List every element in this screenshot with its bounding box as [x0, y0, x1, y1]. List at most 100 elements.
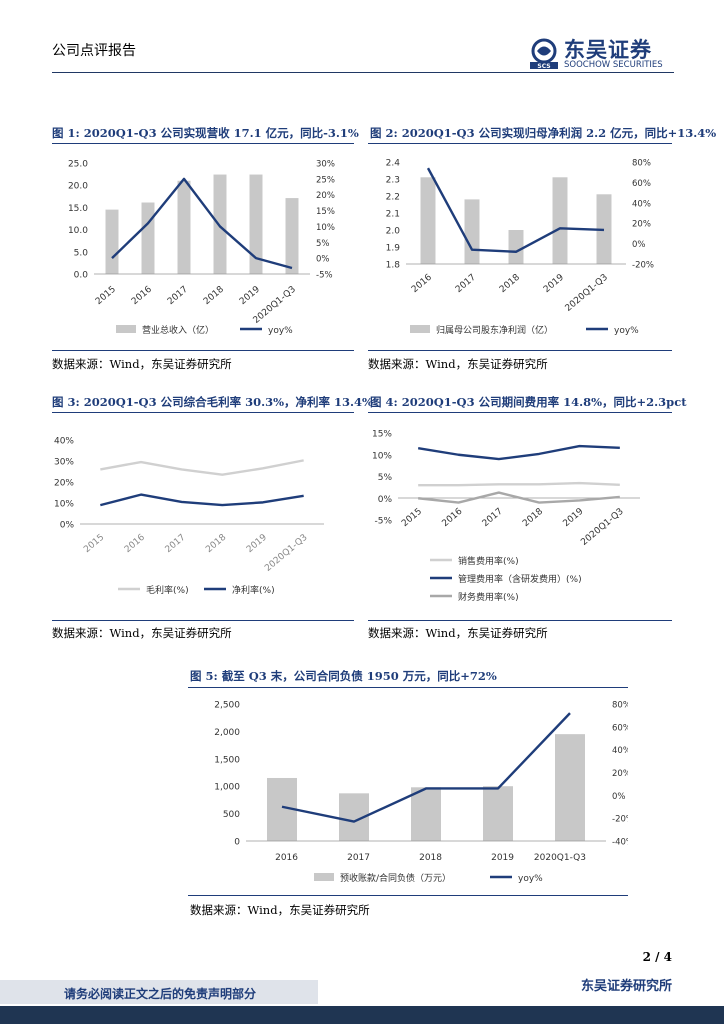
logo-mark-icon: SCS: [530, 38, 558, 70]
x-tick-label: 2018: [202, 284, 226, 307]
bar: [213, 174, 227, 274]
figure-5-chart: 2,500 2,000 1,500 1,000 500 0 80% 60% 40% 20% 0% -2…: [214, 701, 628, 885]
left-tick-label: 2.1: [386, 210, 400, 220]
figure-3-chart: 40% 30% 20% 10% 0% 2015 2016 2017 2018 20192020Q1…: [54, 437, 324, 596]
yoy-line: [111, 177, 293, 270]
left-tick-label: 2.4: [386, 159, 401, 169]
figure-4-chart: 15% 10% 5% 0% -5% 2015 2016 2017 2018 20192020Q1-…: [372, 430, 640, 603]
x-tick-label: 2017: [481, 507, 505, 529]
left-tick-label: 1.8: [386, 261, 401, 271]
legend-swatch-bar: [410, 325, 430, 333]
right-tick-label: -40%: [612, 838, 628, 848]
figure-2-rule: [368, 143, 672, 144]
left-tick-label: 500: [223, 810, 240, 820]
bar: [508, 230, 524, 264]
figure-5-rule: [188, 687, 628, 688]
bar: [420, 177, 436, 264]
x-tick-label: 2020Q1-Q3: [564, 273, 610, 314]
figure-2-chart: 2.4 2.3 2.2 2.1 2.0 1.9 1.8 80% 60% 40% 20% 0% -20% 2…: [386, 159, 654, 337]
left-tick-label: 2.2: [386, 193, 400, 203]
left-tick-label: 2.0: [386, 227, 401, 237]
x-tick-label: 2016: [130, 284, 154, 307]
legend-label: 净利率(%): [232, 584, 275, 596]
right-tick-label: 20%: [632, 220, 651, 230]
logo-english-name: SOOCHOW SECURITIES: [564, 60, 663, 70]
x-tick-label: 2016: [123, 532, 147, 555]
figure-4-title: 图 4: 2020Q1-Q3 公司期间费用率 14.8%，同比+2.3pct: [370, 395, 687, 409]
logo-chinese-name: 东吴证券: [564, 38, 652, 62]
x-tick-label: 2015: [82, 533, 106, 555]
legend-label: 管理费用率（含研发费用）(%): [458, 573, 582, 585]
figure-4-rule: [368, 412, 672, 413]
left-tick-label: 1,000: [214, 783, 240, 793]
legend-label: 毛利率(%): [146, 584, 189, 596]
figure-5-source: 数据来源：Wind，东吴证券研究所: [190, 903, 370, 917]
left-tick-label: 10.0: [68, 226, 88, 236]
logo: SCS 东吴证券 SOOCHOW SECURITIES: [528, 36, 678, 72]
left-tick-label: 5.0: [74, 248, 89, 258]
y-tick-label: 40%: [54, 437, 74, 447]
y-tick-label: 10%: [54, 500, 74, 510]
right-tick-label: 20%: [316, 191, 335, 201]
figure-4-bottom-rule: [368, 620, 672, 621]
x-tick-label: 2016: [410, 272, 434, 295]
right-tick-label: 0%: [632, 240, 646, 250]
y-tick-label: 20%: [54, 479, 74, 489]
left-tick-label: 0.0: [74, 271, 89, 281]
series-line: [418, 491, 620, 504]
figure-1-source: 数据来源：Wind，东吴证券研究所: [52, 357, 232, 371]
right-tick-label: 25%: [316, 175, 335, 185]
legend-label: 销售费用率(%): [458, 555, 519, 567]
bar: [411, 787, 441, 841]
x-tick-label: 2017: [164, 533, 188, 555]
y-tick-label: 30%: [54, 458, 74, 468]
bar: [552, 177, 568, 264]
y-tick-label: -5%: [374, 517, 392, 527]
right-tick-label: 0%: [316, 255, 330, 265]
yoy-line: [426, 167, 605, 253]
figure-2-bottom-rule: [368, 350, 672, 351]
x-tick-label: 2015: [94, 285, 118, 307]
left-tick-label: 1.9: [386, 244, 401, 254]
x-tick-label: 2018: [204, 532, 228, 555]
left-tick-label: 15.0: [68, 204, 88, 214]
figure-5-title: 图 5: 截至 Q3 末，公司合同负债 1950 万元，同比+72%: [190, 669, 497, 683]
left-tick-label: 2.3: [386, 176, 400, 186]
x-tick-label: 2018: [521, 506, 545, 529]
right-tick-label: 30%: [316, 160, 335, 170]
series-line: [100, 493, 304, 507]
figure-1-rule: [52, 143, 354, 144]
figure-3-source: 数据来源：Wind，东吴证券研究所: [52, 626, 232, 640]
y-tick-label: 5%: [378, 473, 393, 483]
y-tick-label: 10%: [372, 451, 392, 461]
right-tick-label: 60%: [612, 723, 628, 733]
legend-label-line: yoy%: [518, 874, 543, 884]
left-tick-label: 0: [234, 838, 240, 848]
left-tick-label: 1,500: [214, 755, 240, 765]
right-tick-label: 80%: [632, 159, 651, 169]
right-tick-label: -5%: [316, 271, 333, 281]
legend-label-bar: 归属母公司股东净利润（亿）: [436, 324, 553, 336]
right-tick-label: 20%: [612, 769, 628, 779]
footer-bar: [0, 1006, 724, 1024]
right-tick-label: 80%: [612, 701, 628, 711]
right-tick-label: 40%: [632, 199, 651, 209]
right-tick-label: -20%: [612, 815, 628, 825]
x-tick-label: 2019: [561, 506, 585, 529]
x-tick-label: 2020Q1-Q3: [579, 507, 625, 548]
figure-1-title: 图 1: 2020Q1-Q3 公司实现营收 17.1 亿元，同比-3.1%: [52, 126, 359, 140]
legend-swatch-bar: [314, 873, 334, 881]
x-tick-label: 2020Q1-Q3: [263, 533, 309, 574]
series-line: [418, 481, 620, 487]
series-line: [417, 444, 620, 461]
report-type-title: 公司点评报告: [52, 43, 136, 59]
bar: [483, 786, 513, 841]
footer-note-band: [0, 980, 318, 1004]
left-tick-label: 2,500: [214, 701, 240, 711]
page-number: 2 / 4: [642, 950, 672, 964]
legend-label-line: yoy%: [268, 326, 293, 336]
yoy-line: [281, 712, 571, 823]
left-tick-label: 20.0: [68, 182, 88, 192]
x-tick-label: 2017: [166, 285, 190, 307]
figure-2-title: 图 2: 2020Q1-Q3 公司实现归母净利润 2.2 亿元，同比+13.4%: [370, 126, 717, 140]
